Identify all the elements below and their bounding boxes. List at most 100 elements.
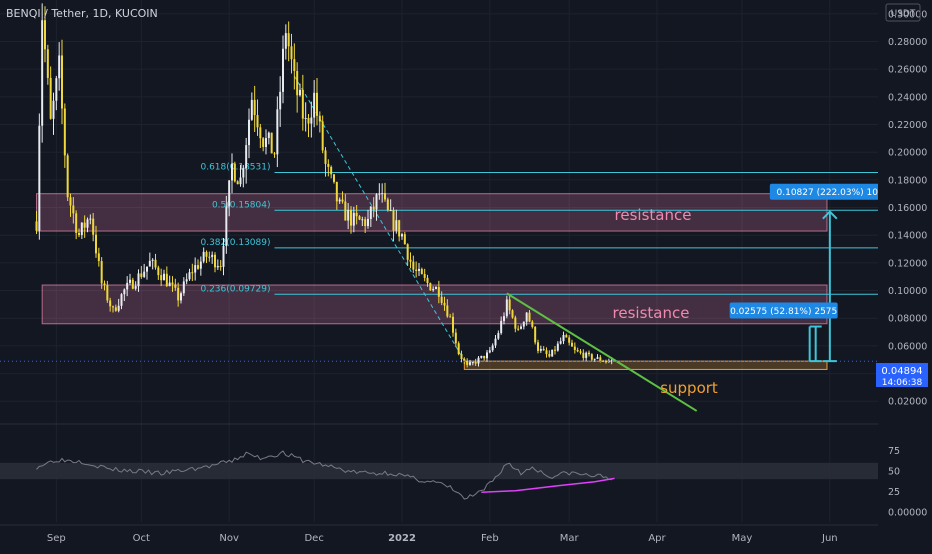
candle-body: [270, 132, 273, 154]
x-tick-label: Sep: [47, 533, 66, 544]
candle-body: [542, 348, 545, 351]
candle-body: [78, 232, 80, 236]
candle-body: [299, 89, 301, 96]
price-tag-value: 0.04894: [881, 366, 922, 377]
candle-body: [202, 251, 205, 262]
candle-body: [148, 260, 151, 267]
candle-body: [137, 273, 140, 287]
projection-label: 0.02575 (52.81%) 2575: [730, 307, 837, 317]
candle-body: [435, 287, 437, 289]
candle-body: [171, 282, 174, 285]
candle-body: [233, 163, 236, 182]
price-tag-box: [876, 363, 928, 387]
candle-body: [486, 352, 488, 359]
candle-body: [386, 199, 389, 211]
x-tick-label: Jun: [821, 533, 838, 544]
candle-body: [412, 261, 415, 270]
candle-body: [97, 253, 100, 262]
candle-body: [457, 343, 460, 355]
candle-body: [477, 357, 480, 364]
time-axis[interactable]: Sep Oct Nov Dec 2022 Feb Mar Apr May Jun: [47, 533, 838, 544]
candle-body: [364, 219, 367, 227]
candle-body: [593, 358, 596, 360]
candle-body: [372, 206, 375, 210]
candle-body: [446, 305, 449, 317]
candle-body: [429, 283, 432, 291]
price-tag: 0.04894 14:06:38: [876, 363, 928, 388]
candle-body: [432, 288, 435, 291]
candle-body: [236, 181, 239, 185]
axis-background: [878, 0, 932, 550]
candle-body: [537, 342, 539, 351]
candle-body: [165, 273, 168, 287]
resistance-zone[interactable]: [36, 193, 828, 232]
candle-body: [590, 354, 593, 360]
candle-body: [321, 121, 324, 151]
x-tick-label: Mar: [560, 533, 580, 544]
candle-body: [602, 360, 605, 362]
candle-body: [228, 180, 231, 207]
candle-body: [324, 150, 327, 164]
candle-body: [197, 265, 199, 269]
candle-body: [199, 261, 202, 269]
candle-body: [333, 174, 335, 182]
x-tick-label: Feb: [481, 533, 499, 544]
candle-body: [106, 285, 109, 301]
candle-body: [120, 294, 123, 306]
candle-body: [253, 99, 256, 116]
candle-body: [100, 261, 103, 284]
candle-body: [151, 259, 154, 261]
candle-body: [239, 177, 242, 185]
candle-body: [389, 210, 392, 212]
projections[interactable]: 0.10827 (222.03%) 10827 0.02575 (52.81%) …: [729, 183, 902, 363]
candle-body: [86, 219, 89, 228]
candle-body: [338, 199, 341, 202]
candle-body: [398, 220, 401, 237]
candle-body: [72, 205, 75, 214]
candle-body: [307, 118, 310, 124]
candle-body: [503, 316, 505, 321]
candle-body: [154, 259, 157, 268]
candle-body: [225, 206, 228, 246]
candle-body: [327, 163, 330, 167]
candle-body: [415, 269, 418, 271]
fib-level-label: 0.5(0.15804): [212, 200, 271, 210]
candle-body: [341, 199, 344, 202]
candle-body: [531, 321, 534, 327]
resistance-zone[interactable]: [41, 284, 828, 325]
candle-body: [344, 201, 347, 221]
candle-body: [392, 210, 395, 231]
y-tick-label: 0.18000: [888, 175, 927, 186]
candle-body: [335, 181, 338, 202]
candle-body: [599, 357, 602, 361]
candle-body: [522, 321, 525, 327]
candle-body: [554, 349, 556, 351]
candle-body: [316, 92, 318, 116]
candle-body: [401, 234, 403, 237]
candle-body: [262, 138, 265, 147]
candle-body: [355, 212, 358, 217]
y-tick-label: 0.08000: [888, 314, 927, 325]
candle-body: [211, 254, 214, 258]
header: BENQI / Tether, 1D, KUCOIN USDT: [6, 3, 921, 22]
candle-body: [463, 359, 466, 361]
trendlines[interactable]: [0, 292, 878, 412]
descending-trendline[interactable]: [506, 292, 698, 412]
projection-label: 0.10827 (222.03%) 10827: [777, 188, 896, 198]
candle-body: [250, 99, 253, 120]
resistance-label: resistance: [615, 206, 692, 224]
candle-body: [573, 346, 576, 350]
candle-body: [528, 312, 531, 322]
candle-body: [361, 219, 364, 221]
candle-body: [222, 245, 225, 267]
candle-body: [347, 209, 350, 221]
support-zone[interactable]: [463, 360, 828, 370]
candle-body: [514, 317, 517, 329]
price-axis[interactable]: 0.020000.040000.060000.080000.100000.120…: [878, 0, 932, 550]
candle-body: [534, 326, 537, 343]
candle-body: [426, 277, 429, 284]
candle-body: [273, 153, 276, 155]
candle-body: [38, 125, 41, 231]
